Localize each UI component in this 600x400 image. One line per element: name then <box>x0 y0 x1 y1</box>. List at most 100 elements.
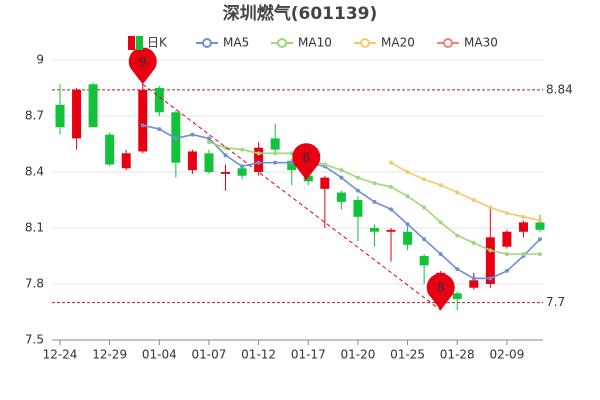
ma-point <box>355 188 360 193</box>
candle-body <box>287 160 297 171</box>
ma-point <box>488 248 493 253</box>
ma-point <box>538 252 542 257</box>
legend-swatch <box>202 38 212 48</box>
ma-point <box>538 237 542 242</box>
ma-point <box>389 160 394 165</box>
chart-title: 深圳燃气(601139) <box>223 3 378 24</box>
ma-point <box>322 162 327 167</box>
ma-point <box>422 237 427 242</box>
ma-point <box>538 218 542 223</box>
ma-point <box>256 151 261 156</box>
candle-body <box>535 222 545 230</box>
ma-point <box>521 252 526 257</box>
trend-line <box>142 83 441 311</box>
x-tick-label: 01-25 <box>390 348 425 362</box>
ma-point <box>471 240 476 245</box>
annotation-label: 8 <box>437 281 445 295</box>
x-tick-label: 01-04 <box>142 348 177 362</box>
candle-body <box>502 231 512 247</box>
ma-point <box>488 205 493 210</box>
ma-point <box>355 175 360 180</box>
ma-point <box>157 127 162 132</box>
ma-point <box>173 136 178 141</box>
ma-point <box>405 222 410 227</box>
candle-body <box>72 89 82 139</box>
candle-body <box>121 153 131 169</box>
ma-point <box>422 205 427 210</box>
candle-body <box>320 177 330 189</box>
legend-label: 日K <box>147 36 168 50</box>
candle-body <box>419 256 429 266</box>
candle-body <box>187 151 197 171</box>
candle-body <box>386 229 396 232</box>
ma-point <box>206 140 211 145</box>
x-tick-label: 01-20 <box>340 348 375 362</box>
candle-body <box>469 280 479 288</box>
ma-point <box>273 151 278 156</box>
x-tick-label: 01-28 <box>440 348 475 362</box>
ma-point <box>438 252 443 257</box>
legend-swatch <box>128 36 135 50</box>
ma-point <box>372 199 377 204</box>
ma-point <box>471 276 476 281</box>
ma-point <box>405 170 410 174</box>
ma-point <box>389 184 394 189</box>
candle-body <box>353 200 363 217</box>
candle-body <box>303 175 313 182</box>
x-tick-label: 12-29 <box>92 348 127 362</box>
candle-body <box>403 231 413 245</box>
ma-point <box>405 194 410 199</box>
y-tick-label: 7.5 <box>25 333 44 347</box>
candle-body <box>518 222 528 232</box>
reference-label: 8.84 <box>546 82 573 96</box>
y-tick-label: 8.1 <box>25 221 44 235</box>
x-tick-label: 01-12 <box>241 348 276 362</box>
candle-body <box>270 138 280 150</box>
ma-point <box>438 183 443 188</box>
ma-point <box>240 147 245 152</box>
ma-point <box>455 233 460 238</box>
candle-body <box>254 147 264 172</box>
candle-body <box>88 84 98 128</box>
annotation-pin <box>292 143 321 180</box>
ma-point <box>339 168 344 173</box>
ma-point <box>389 207 394 212</box>
legend-swatch <box>443 38 453 48</box>
ma-point <box>256 160 261 165</box>
candle-body <box>221 172 231 174</box>
ma-point <box>273 160 278 165</box>
y-tick-label: 9 <box>36 53 44 67</box>
x-tick-label: 12-24 <box>43 348 78 362</box>
reference-label: 7.7 <box>546 295 565 309</box>
ma-point <box>504 252 509 257</box>
legend-swatch <box>360 38 370 48</box>
x-tick-label: 01-07 <box>192 348 227 362</box>
candle-body <box>138 89 148 152</box>
candle-body <box>204 153 214 172</box>
annotation-label: 8 <box>302 151 310 165</box>
ma-point <box>223 145 228 150</box>
ma-point <box>190 132 195 137</box>
ma-point <box>372 181 377 186</box>
legend-label: MA20 <box>381 36 415 50</box>
y-tick-label: 7.8 <box>25 277 44 291</box>
annotation-pin <box>426 273 455 311</box>
candle-body <box>452 293 462 299</box>
candle-body <box>154 88 164 113</box>
ma-point <box>140 123 145 128</box>
ma-point <box>488 276 493 281</box>
candle-body <box>105 134 115 165</box>
y-tick-label: 8.7 <box>25 109 44 123</box>
candle-body <box>485 237 495 284</box>
ma-point <box>438 220 443 225</box>
ma-point <box>455 190 460 195</box>
ma-point <box>471 198 476 202</box>
y-tick-label: 8.4 <box>25 165 44 179</box>
x-tick-label: 02-09 <box>489 348 524 362</box>
candle-body <box>237 168 247 176</box>
ma-point <box>240 164 245 169</box>
x-tick-label: 01-17 <box>291 348 326 362</box>
legend-label: MA5 <box>223 36 249 50</box>
legend-swatch <box>136 36 143 50</box>
candle-body <box>369 228 379 232</box>
